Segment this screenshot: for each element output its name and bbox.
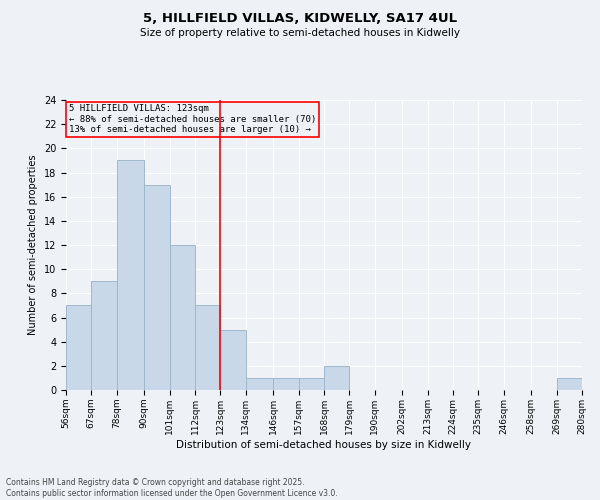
Bar: [220, 330, 245, 390]
Bar: [66, 306, 91, 390]
Text: 5 HILLFIELD VILLAS: 123sqm
← 88% of semi-detached houses are smaller (70)
13% of: 5 HILLFIELD VILLAS: 123sqm ← 88% of semi…: [68, 104, 316, 134]
Bar: [299, 378, 324, 390]
Y-axis label: Number of semi-detached properties: Number of semi-detached properties: [28, 155, 38, 336]
Bar: [245, 378, 274, 390]
Bar: [145, 184, 170, 390]
Bar: [557, 378, 582, 390]
Bar: [274, 378, 299, 390]
Text: Contains HM Land Registry data © Crown copyright and database right 2025.
Contai: Contains HM Land Registry data © Crown c…: [6, 478, 338, 498]
Bar: [91, 281, 116, 390]
Bar: [324, 366, 349, 390]
Bar: [195, 306, 220, 390]
Text: Size of property relative to semi-detached houses in Kidwelly: Size of property relative to semi-detach…: [140, 28, 460, 38]
Bar: [116, 160, 145, 390]
Bar: [170, 245, 195, 390]
Text: 5, HILLFIELD VILLAS, KIDWELLY, SA17 4UL: 5, HILLFIELD VILLAS, KIDWELLY, SA17 4UL: [143, 12, 457, 26]
X-axis label: Distribution of semi-detached houses by size in Kidwelly: Distribution of semi-detached houses by …: [176, 440, 472, 450]
